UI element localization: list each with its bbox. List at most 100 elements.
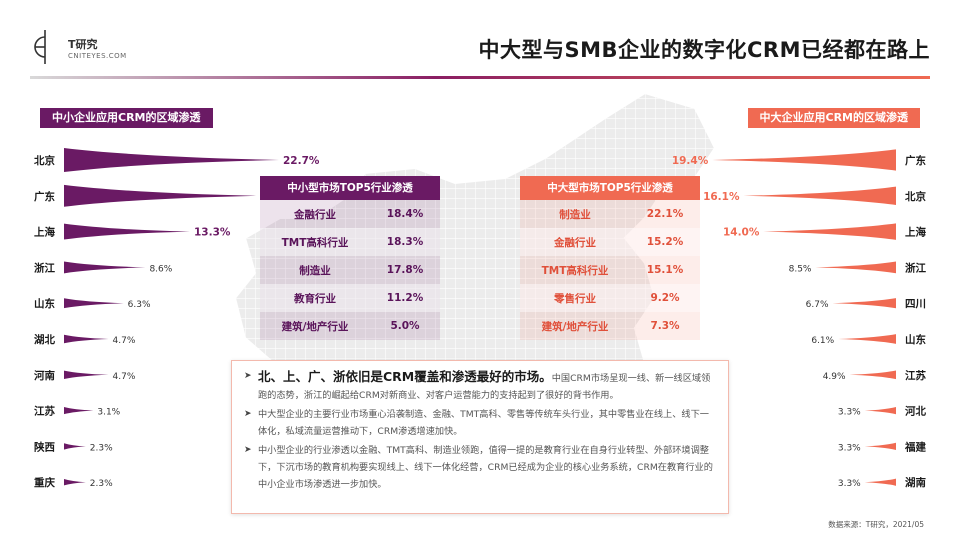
industry-value: 15.2% <box>646 236 684 248</box>
enterprise-industry-table-title: 中大型市场TOP5行业渗透 <box>520 176 700 200</box>
right-region-bar <box>743 186 896 205</box>
insight-text: 中小型企业的行业渗透以金融、TMT高科、制造业领跑，值得一提的是教育行业在自身行… <box>258 445 713 490</box>
logo-mark-icon <box>34 30 46 64</box>
right-region-bar <box>815 261 896 274</box>
industry-name: TMT高科行业 <box>281 236 349 249</box>
industry-value: 18.4% <box>386 208 424 220</box>
left-region-value-label: 2.3% <box>90 479 113 489</box>
left-region-bar <box>64 479 86 486</box>
left-region-name: 湖北 <box>34 333 55 346</box>
left-region-bar <box>64 148 279 172</box>
right-region-bar <box>838 334 896 344</box>
left-region-value-label: 22.7% <box>283 155 320 167</box>
insight-lead: 北、上、广、浙依旧是CRM覆盖和渗透最好的市场。 <box>258 369 552 384</box>
industry-name: 制造业 <box>299 264 331 277</box>
table-row: TMT高科行业 18.3% <box>260 228 440 256</box>
right-region-value-label: 3.3% <box>838 408 861 418</box>
right-region-value-label: 14.0% <box>723 227 760 239</box>
brand-logo: T研究 CNITEYES.COM <box>26 30 136 66</box>
left-region-name: 河南 <box>34 369 55 382</box>
right-region-bar <box>864 478 896 486</box>
right-region-name: 河北 <box>905 405 926 418</box>
left-chart-tag: 中小企业应用CRM的区域渗透 <box>40 108 213 128</box>
left-region-name: 重庆 <box>34 476 55 489</box>
title-divider <box>30 76 930 79</box>
left-region-value-label: 4.7% <box>113 372 136 382</box>
right-region-bar <box>763 223 896 240</box>
arrow-bullet-icon: ➤ <box>244 445 252 455</box>
left-region-value-label: 8.6% <box>149 264 172 274</box>
left-region-value-label: 3.1% <box>97 408 120 418</box>
right-region-name: 福建 <box>904 440 926 453</box>
insights-box: ➤ 北、上、广、浙依旧是CRM覆盖和渗透最好的市场。中国CRM市场呈现一线、新一… <box>231 360 729 514</box>
right-region-value-label: 6.1% <box>811 336 834 346</box>
left-region-name: 山东 <box>34 297 55 310</box>
left-region-name: 上海 <box>34 226 55 239</box>
insight-item: ➤ 中小型企业的行业渗透以金融、TMT高科、制造业领跑，值得一提的是教育行业在自… <box>244 442 718 493</box>
insight-item: ➤ 中大型企业的主要行业市场重心沿袭制造、金融、TMT高科、零售等传统车头行业，… <box>244 406 718 440</box>
left-region-value-label: 4.7% <box>113 336 136 346</box>
industry-name: TMT高科行业 <box>541 264 609 277</box>
industry-value: 11.2% <box>386 292 424 304</box>
industry-name: 制造业 <box>559 208 591 221</box>
industry-value: 17.8% <box>386 264 424 276</box>
industry-name: 零售行业 <box>554 292 596 305</box>
enterprise-industry-table: 中大型市场TOP5行业渗透 制造业 22.1% 金融行业 15.2% TMT高科行业… <box>520 176 700 340</box>
right-region-bar <box>864 442 896 451</box>
industry-value: 5.0% <box>390 320 420 332</box>
table-row: 制造业 17.8% <box>260 256 440 284</box>
arrow-bullet-icon: ➤ <box>244 409 252 419</box>
right-region-value-label: 19.4% <box>672 155 709 167</box>
table-row: 教育行业 11.2% <box>260 284 440 312</box>
right-region-bar <box>832 298 896 309</box>
left-region-value-label: 2.3% <box>90 443 113 453</box>
industry-value: 22.1% <box>646 208 684 220</box>
industry-name: 金融行业 <box>294 208 336 221</box>
right-chart-tag: 中大企业应用CRM的区域渗透 <box>747 108 920 128</box>
left-region-bar <box>64 443 86 450</box>
right-region-name: 浙江 <box>905 261 926 274</box>
left-region-bar <box>64 223 190 240</box>
table-row: 金融行业 18.4% <box>260 200 440 228</box>
logo-name: T研究 <box>68 38 98 51</box>
logo-subtitle: CNITEYES.COM <box>68 52 127 60</box>
table-row: 金融行业 15.2% <box>520 228 700 256</box>
left-region-name: 江苏 <box>34 405 55 418</box>
right-region-name: 江苏 <box>905 369 926 382</box>
industry-value: 7.3% <box>650 320 680 332</box>
smb-industry-table-title: 中小型市场TOP5行业渗透 <box>260 176 440 200</box>
left-region-bar <box>64 334 109 344</box>
left-region-value-label: 13.3% <box>194 227 231 239</box>
right-region-name: 四川 <box>905 298 926 310</box>
left-region-value-label: 6.3% <box>128 300 151 310</box>
left-region-name: 陕西 <box>34 440 55 453</box>
data-source: 数据来源：T研究，2021/05 <box>828 520 924 529</box>
right-region-bar <box>849 370 896 380</box>
left-region-bar <box>64 407 94 415</box>
industry-name: 建筑/地产行业 <box>541 320 609 333</box>
arrow-bullet-icon: ➤ <box>244 371 252 381</box>
right-region-name: 山东 <box>905 333 926 346</box>
left-region-name: 广东 <box>34 190 55 203</box>
industry-name: 金融行业 <box>554 236 596 249</box>
left-region-bar <box>64 298 124 309</box>
right-region-name: 广东 <box>905 154 926 167</box>
right-region-name: 湖南 <box>905 476 926 489</box>
right-region-value-label: 4.9% <box>823 372 846 382</box>
table-row: TMT高科行业 15.1% <box>520 256 700 284</box>
right-region-bar <box>864 406 896 415</box>
left-region-bar <box>64 184 257 207</box>
insight-text: 中国CRM市场呈现一线、新一线区域领跑的态势，浙江的崛起给CRM对新商业、对客户… <box>258 373 711 401</box>
table-row: 建筑/地产行业 7.3% <box>520 312 700 340</box>
insight-item: ➤ 北、上、广、浙依旧是CRM覆盖和渗透最好的市场。中国CRM市场呈现一线、新一… <box>244 368 718 404</box>
table-row: 零售行业 9.2% <box>520 284 700 312</box>
right-region-value-label: 6.7% <box>806 300 829 310</box>
right-region-name: 北京 <box>905 190 926 203</box>
table-row: 制造业 22.1% <box>520 200 700 228</box>
industry-value: 15.1% <box>646 264 684 276</box>
left-region-name: 浙江 <box>34 261 55 274</box>
left-region-bar <box>64 261 146 274</box>
right-region-bar <box>712 149 896 171</box>
smb-industry-table: 中小型市场TOP5行业渗透 金融行业 18.4% TMT高科行业 18.3% 制造业… <box>260 176 440 340</box>
